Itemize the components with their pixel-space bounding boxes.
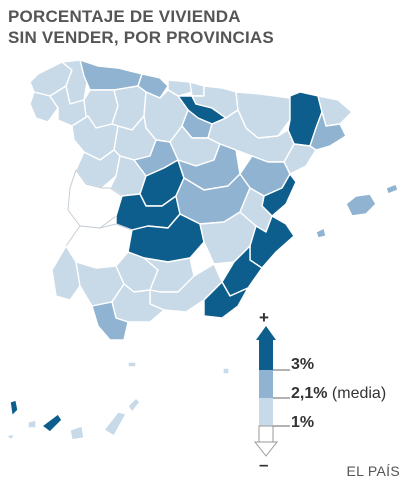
province-asturias (79, 59, 143, 91)
province-gipuzkoa (189, 81, 205, 97)
province-cadiz (91, 301, 129, 341)
source-credit: EL PAÍS (346, 463, 400, 479)
legend-label-mid: 2,1% (media) (291, 385, 386, 403)
province-almeria (203, 281, 249, 319)
island-fuerteventura (103, 411, 127, 437)
legend-band-high (259, 340, 273, 370)
legend-low-value: 1% (291, 414, 315, 431)
province-barcelona (309, 111, 347, 151)
island-la-palma (9, 399, 19, 417)
legend-mid-note: (media) (331, 385, 387, 402)
legend-label-low: 1% (291, 414, 314, 432)
island-lanzarote (127, 397, 141, 413)
map-title: PORCENTAJE DE VIVIENDA SIN VENDER, POR P… (8, 6, 274, 48)
legend-plus-sign: + (259, 308, 269, 327)
ceuta (127, 361, 137, 368)
legend-band-mid (259, 370, 273, 398)
title-line-2: SIN VENDER, POR PROVINCIAS (8, 28, 274, 47)
legend-high-value: 3% (291, 356, 315, 373)
legend-band-none (258, 425, 274, 443)
island-el-hierro (5, 433, 15, 441)
island-tenerife (41, 413, 63, 433)
melilla (222, 367, 230, 375)
island-gran-canaria (69, 425, 85, 441)
province-navarra (191, 85, 239, 119)
legend-label-high: 3% (291, 356, 314, 374)
legend-mid-value: 2,1% (291, 385, 328, 402)
legend-minus-sign: – (259, 455, 269, 474)
province-bizkaia (167, 79, 193, 97)
legend-arrow-tail (253, 441, 279, 457)
title-line-1: PORCENTAJE DE VIVIENDA (8, 7, 241, 26)
legend-arrow-head (256, 326, 276, 340)
province-menorca (385, 183, 399, 195)
province-ibiza (315, 227, 327, 239)
province-mallorca (345, 193, 377, 217)
legend-scale (253, 326, 290, 457)
legend-band-low (259, 398, 273, 426)
island-la-gomera (27, 419, 37, 429)
